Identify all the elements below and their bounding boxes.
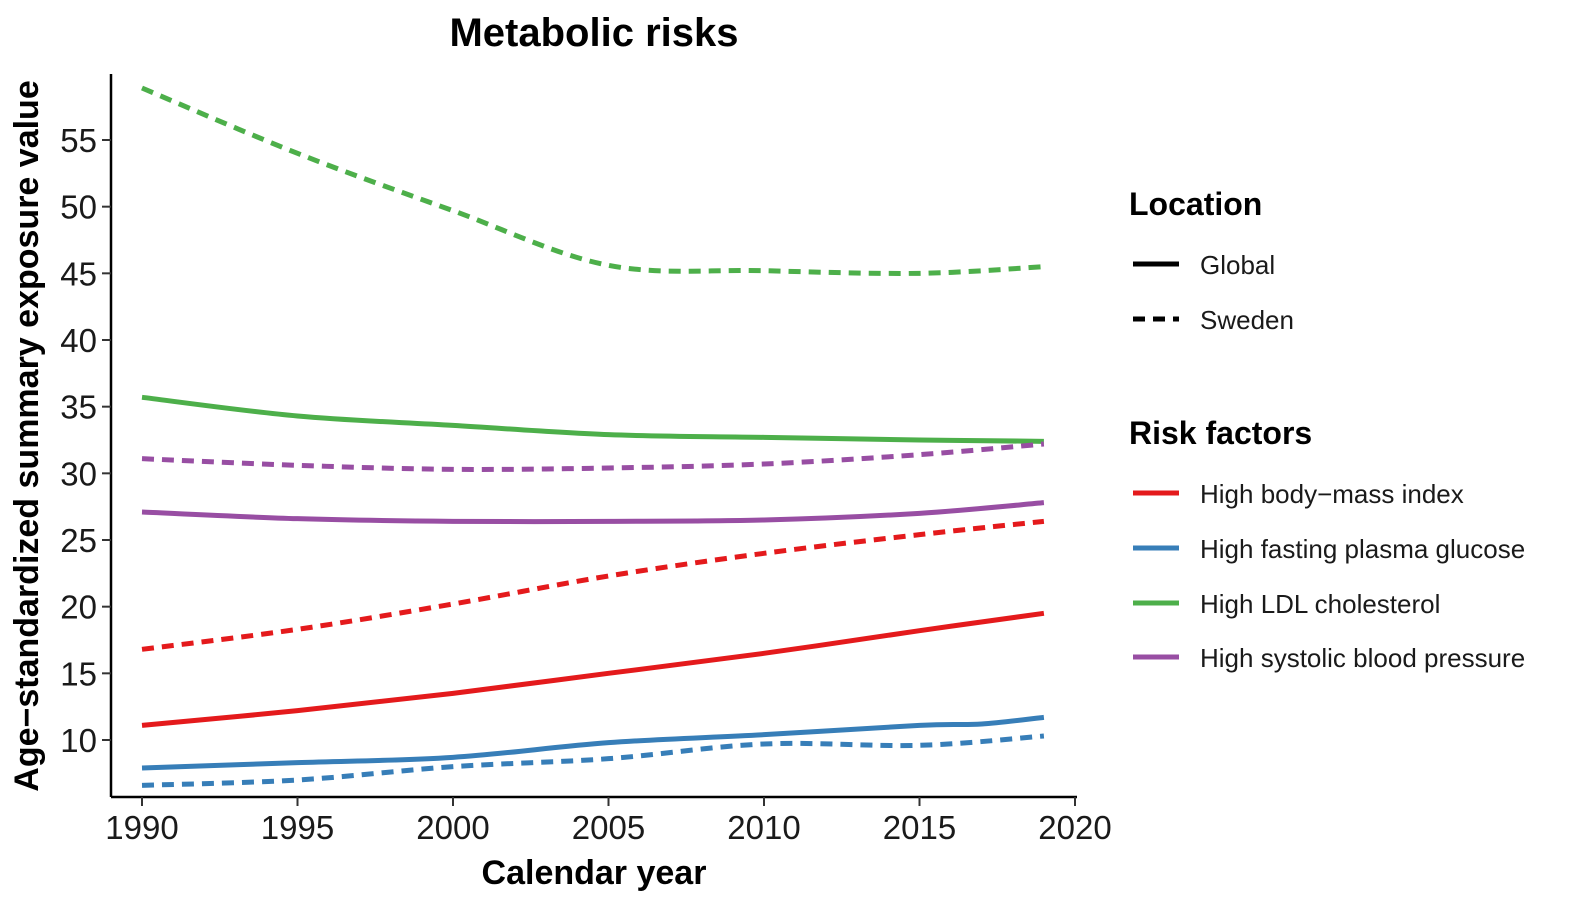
- series-line-high-fasting-plasma-glucose-global: [141, 714, 1045, 771]
- legend-global-label: Global: [1200, 250, 1275, 280]
- x-tick-label: 2015: [883, 809, 956, 846]
- legend-location-title: Location: [1129, 186, 1262, 222]
- legend-sweden-label: Sweden: [1200, 305, 1294, 335]
- legend-bmi-label: High body−mass index: [1200, 479, 1464, 509]
- legend-fpg-label: High fasting plasma glucose: [1200, 534, 1525, 564]
- plot-lines: [141, 85, 1045, 788]
- series-line-high-systolic-blood-pressure-global: [141, 500, 1045, 525]
- legend-ldl-label: High LDL cholesterol: [1200, 589, 1440, 619]
- x-tick-label: 1995: [261, 809, 334, 846]
- x-tick-label: 2020: [1038, 809, 1111, 846]
- y-tick-label: 25: [60, 522, 97, 559]
- y-tick-label: 10: [60, 722, 97, 759]
- chart-title: Metabolic risks: [449, 11, 738, 55]
- legend-sbp-label: High systolic blood pressure: [1200, 643, 1525, 673]
- y-tick-label: 45: [60, 255, 97, 292]
- series-line-high-body-mass-index-sweden: [141, 518, 1045, 652]
- y-tick-label: 20: [60, 589, 97, 626]
- x-tick-label: 1990: [105, 809, 178, 846]
- x-tick-label: 2010: [727, 809, 800, 846]
- legend-risk-factors: Risk factors High body−mass index High f…: [1129, 415, 1525, 673]
- x-tick-label: 2005: [572, 809, 645, 846]
- x-tick-label: 2000: [416, 809, 489, 846]
- y-tick-label: 40: [60, 322, 97, 359]
- series-line-high-fasting-plasma-glucose-sweden: [141, 733, 1045, 788]
- series-line-high-ldl-cholesterol-sweden: [141, 85, 1045, 276]
- y-axis-title: Age−standardized summary exposure value: [8, 80, 46, 791]
- y-tick-label: 55: [60, 122, 97, 159]
- axes: 1990 1995 2000 2005 2010 2015 2020 10 15 20 25 30 3…: [60, 74, 1112, 846]
- series-line-high-systolic-blood-pressure-sweden: [141, 441, 1045, 472]
- series-line-high-ldl-cholesterol-global: [141, 394, 1044, 444]
- series-line-high-body-mass-index-global: [141, 610, 1045, 728]
- y-tick-label: 50: [60, 189, 97, 226]
- y-ticks: 10 15 20 25 30 35 40 45 50 55: [60, 122, 111, 759]
- x-ticks: 1990 1995 2000 2005 2010 2015 2020: [105, 797, 1112, 846]
- legend-location: Location Global Sweden: [1129, 186, 1294, 335]
- y-tick-label: 35: [60, 389, 97, 426]
- legend-risk-title: Risk factors: [1129, 415, 1312, 451]
- x-axis-title: Calendar year: [482, 854, 707, 892]
- y-tick-label: 15: [60, 655, 97, 692]
- y-tick-label: 30: [60, 455, 97, 492]
